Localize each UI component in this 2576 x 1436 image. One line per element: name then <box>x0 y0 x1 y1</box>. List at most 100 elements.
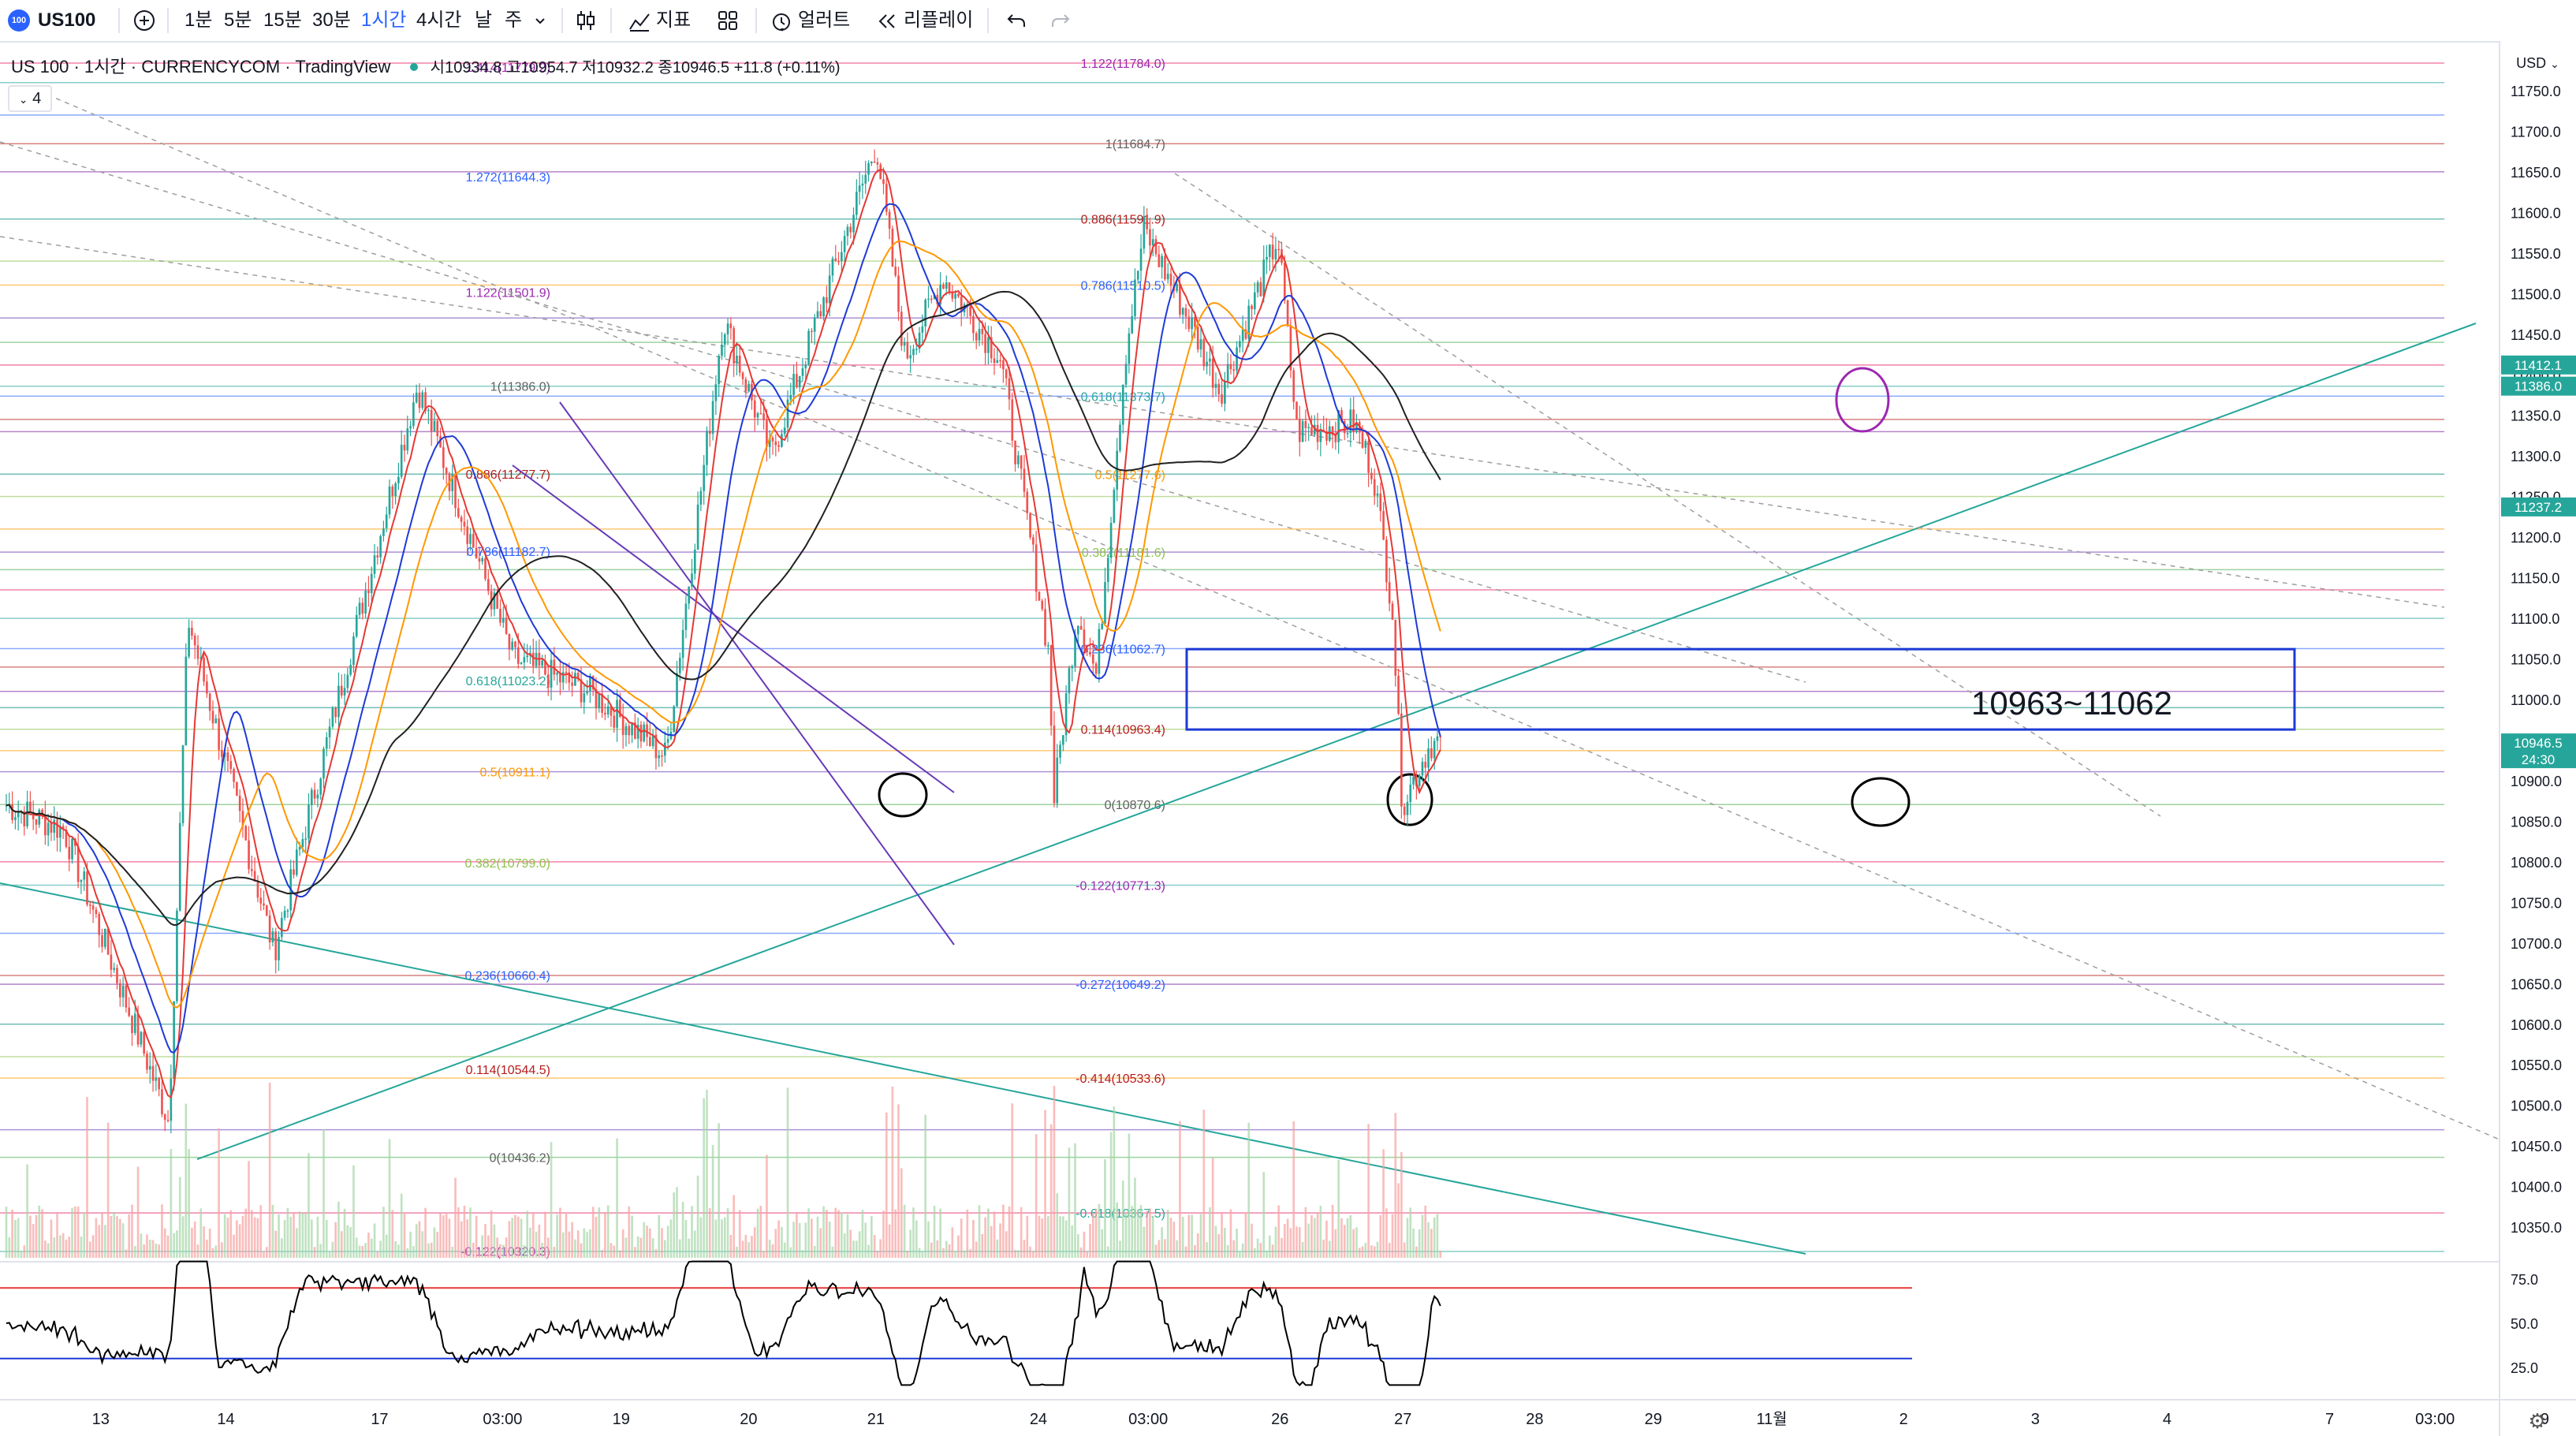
settings-gear-icon[interactable]: ⚙ <box>2528 1409 2547 1433</box>
replay-icon <box>878 13 895 28</box>
candle-body <box>208 693 211 711</box>
candle-body <box>559 673 561 683</box>
volume-bar <box>185 1103 188 1258</box>
volume-bar <box>966 1209 969 1258</box>
volume-bar <box>496 1237 499 1258</box>
volume-bar <box>1316 1212 1319 1258</box>
volume-bar <box>1149 1208 1151 1258</box>
volume-bar <box>1286 1218 1289 1258</box>
fib-level-label: 0(10870.6) <box>1105 799 1165 812</box>
timeframe-15m-button[interactable]: 15분 <box>263 9 302 31</box>
toolbar-divider <box>561 8 563 33</box>
volume-bar <box>505 1237 508 1258</box>
add-symbol-button[interactable] <box>131 0 158 41</box>
volume-bar <box>975 1241 978 1258</box>
candle-body <box>337 685 340 718</box>
volume-bar <box>703 1098 706 1258</box>
candle-body <box>1113 489 1116 523</box>
volume-bar <box>753 1227 756 1258</box>
price-tick-label: 10550.0 <box>2511 1057 2562 1073</box>
candle-body <box>379 535 382 558</box>
price-tick-label: 11750.0 <box>2511 84 2561 99</box>
candle-body <box>969 306 971 316</box>
volume-bar <box>1370 1245 1373 1258</box>
timeframe-4h-button[interactable]: 4시간 <box>416 9 462 31</box>
candle-body <box>463 521 466 527</box>
timeframe-more-button[interactable] <box>533 0 547 41</box>
volume-bar <box>1376 1241 1379 1258</box>
plus-circle-icon <box>134 10 155 31</box>
price-badge <box>2501 376 2576 396</box>
volume-bar <box>1361 1246 1364 1258</box>
volume-bar <box>322 1128 325 1258</box>
volume-bar <box>688 1238 691 1258</box>
volume-bar <box>1032 1251 1035 1258</box>
volume-bar <box>813 1246 816 1258</box>
price-tick-label: 11200.0 <box>2511 530 2561 546</box>
timeframe-week-button[interactable]: 주 <box>505 9 523 31</box>
volume-bar <box>984 1217 986 1258</box>
candle-body <box>38 809 41 825</box>
target-zone-box <box>1185 647 2296 731</box>
indicators-button[interactable]: 지표 <box>628 0 691 41</box>
timeframe-5m-button[interactable]: 5분 <box>224 9 252 31</box>
volume-bar <box>1199 1214 1202 1258</box>
candle-body <box>310 789 313 805</box>
timeframe-1h-button[interactable]: 1시간 <box>361 9 407 31</box>
candle-body <box>472 534 475 548</box>
volume-bar <box>29 1215 32 1258</box>
chart-type-button[interactable] <box>574 0 598 41</box>
candle-body <box>711 401 714 435</box>
timeframe-day-button[interactable]: 날 <box>475 9 493 31</box>
redo-button[interactable] <box>1049 0 1072 41</box>
undo-button[interactable] <box>1005 0 1028 41</box>
candle-body <box>915 349 918 350</box>
symbol-search-button[interactable]: US100 <box>38 9 96 31</box>
volume-bar <box>628 1206 631 1258</box>
candle-body <box>403 445 406 451</box>
candle-body <box>631 722 633 736</box>
candle-body <box>1166 274 1169 280</box>
volume-bar <box>91 1235 95 1258</box>
volume-bar <box>1334 1229 1337 1258</box>
candle-body <box>673 706 676 733</box>
alert-button[interactable]: 얼러트 <box>770 0 850 41</box>
time-tick-label: 19 <box>613 1411 630 1428</box>
volume-bar <box>978 1205 981 1258</box>
volume-bar <box>1076 1234 1079 1258</box>
candle-body <box>843 236 846 252</box>
currency-selector[interactable]: USD ⌄ <box>2500 50 2576 76</box>
time-tick-label: 21 <box>867 1411 885 1428</box>
volume-bar <box>376 1251 379 1258</box>
candle-body <box>996 360 999 364</box>
price-tick-label: 11300.0 <box>2511 449 2561 464</box>
indicator-legend-toggle[interactable]: ⌄ 4 <box>8 85 52 112</box>
currency-label: USD <box>2516 55 2547 71</box>
volume-bar <box>140 1233 143 1258</box>
time-tick-label: 9 <box>2541 1411 2549 1428</box>
volume-bar <box>756 1208 759 1258</box>
volume-bar <box>669 1219 673 1258</box>
candle-body <box>696 504 699 550</box>
volume-bar <box>864 1222 867 1258</box>
candle-body <box>1035 544 1038 592</box>
candle-body <box>65 829 68 847</box>
volume-bar <box>708 1208 711 1258</box>
candle-body <box>921 326 924 333</box>
volume-bar <box>400 1193 403 1258</box>
volume-bar <box>1436 1214 1439 1258</box>
volume-bar <box>1241 1243 1244 1258</box>
replay-button[interactable]: 리플레이 <box>875 0 973 41</box>
volume-bar <box>706 1090 708 1258</box>
volume-bar <box>649 1228 651 1258</box>
candle-body <box>191 628 193 636</box>
candle-body <box>978 329 981 341</box>
candle-body <box>1433 740 1436 759</box>
timeframe-1m-button[interactable]: 1분 <box>185 9 213 31</box>
timeframe-30m-button[interactable]: 30분 <box>312 9 351 31</box>
volume-bar <box>1194 1244 1196 1258</box>
volume-bar <box>822 1206 825 1258</box>
candle-body <box>86 871 88 905</box>
templates-button[interactable] <box>716 0 740 41</box>
